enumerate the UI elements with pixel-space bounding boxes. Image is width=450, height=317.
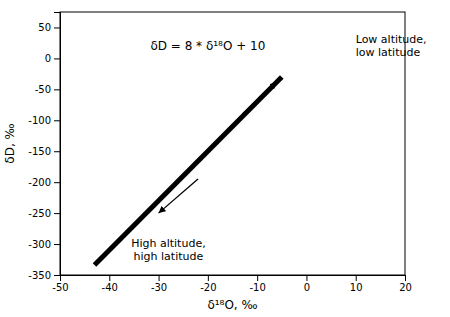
x-tick-label: -50 (52, 282, 68, 293)
y-tick-label: -350 (28, 270, 51, 281)
x-tick-label: -40 (102, 282, 118, 293)
x-tick: -20 (200, 275, 216, 293)
y-tick-label: -250 (28, 208, 51, 219)
x-axis-line (61, 276, 406, 282)
y-axis-title: δD, ‰ (3, 123, 17, 163)
y-tick: -350 (28, 270, 60, 281)
arrow (242, 82, 277, 114)
x-tick-label: 20 (399, 282, 412, 293)
plot-frame (60, 12, 405, 275)
annotation-line: High altitude, (131, 237, 205, 250)
y-tick-label: 50 (38, 22, 51, 33)
y-tick: -300 (28, 239, 60, 250)
y-tick-mark (54, 151, 60, 152)
x-tick-mark (109, 275, 110, 281)
x-tick: 10 (350, 275, 363, 293)
x-tick-label: 10 (350, 282, 363, 293)
y-tick-mark (54, 213, 60, 214)
x-tick-mark (208, 275, 209, 281)
annotation-line: high latitude (134, 250, 204, 263)
annotation-line: low latitude (356, 46, 421, 59)
y-tick-label: -200 (28, 177, 51, 188)
y-tick-mark (54, 275, 60, 276)
y-tick-mark (54, 58, 60, 59)
annotations: δD = 8 * δ¹⁸O + 10 Low altitude,low latit… (131, 33, 426, 263)
water-line (95, 77, 282, 265)
y-axis: -350 -300 -250 -200 -150 -100 -50 0 50 (28, 13, 60, 281)
x-tick: 20 (399, 275, 412, 293)
x-tick-mark (159, 275, 160, 281)
y-tick-label: -100 (28, 115, 51, 126)
y-tick: 50 (38, 22, 60, 33)
x-tick-label: -20 (200, 282, 216, 293)
x-tick-label: 0 (304, 282, 310, 293)
x-tick-label: -30 (151, 282, 167, 293)
y-tick-label: 0 (45, 53, 51, 64)
y-tick-mark (54, 89, 60, 90)
y-tick: -200 (28, 177, 60, 188)
x-tick-mark (356, 275, 357, 281)
x-tick: 0 (304, 275, 310, 293)
x-axis-title: δ¹⁸O, ‰ (207, 298, 257, 312)
x-tick: -50 (52, 275, 68, 293)
y-tick: -100 (28, 115, 60, 126)
y-tick-label: -300 (28, 239, 51, 250)
y-tick-mark (54, 120, 60, 121)
y-tick-label: -50 (35, 84, 51, 95)
y-tick: -150 (28, 146, 60, 157)
x-tick-mark (306, 275, 307, 281)
x-tick: -10 (249, 275, 265, 293)
y-tick: -50 (35, 84, 60, 95)
y-tick-mark (54, 27, 60, 28)
arrow (159, 179, 198, 213)
y-tick: -250 (28, 208, 60, 219)
annotation-line: Low altitude, (356, 33, 427, 46)
x-tick-mark (257, 275, 258, 281)
annotation-line: δD = 8 * δ¹⁸O + 10 (150, 39, 265, 53)
y-tick: 0 (45, 53, 60, 64)
x-tick-label: -10 (249, 282, 265, 293)
y-tick-label: -150 (28, 146, 51, 157)
x-tick: -30 (151, 275, 167, 293)
chart: -50-40-30-20-1001020-350-300-250-200-150… (0, 0, 450, 317)
y-axis-line (54, 13, 61, 276)
x-tick: -40 (102, 275, 118, 293)
x-axis: -50 -40 -30 -20 -10 0 10 20 (52, 275, 412, 293)
y-tick-mark (54, 182, 60, 183)
annotation: High altitude,high latitude (131, 237, 205, 263)
plot-area (95, 77, 282, 265)
x-tick-mark (405, 275, 406, 281)
y-tick-mark (54, 244, 60, 245)
annotation: δD = 8 * δ¹⁸O + 10 (150, 39, 265, 53)
annotation: Low altitude,low latitude (356, 33, 427, 59)
